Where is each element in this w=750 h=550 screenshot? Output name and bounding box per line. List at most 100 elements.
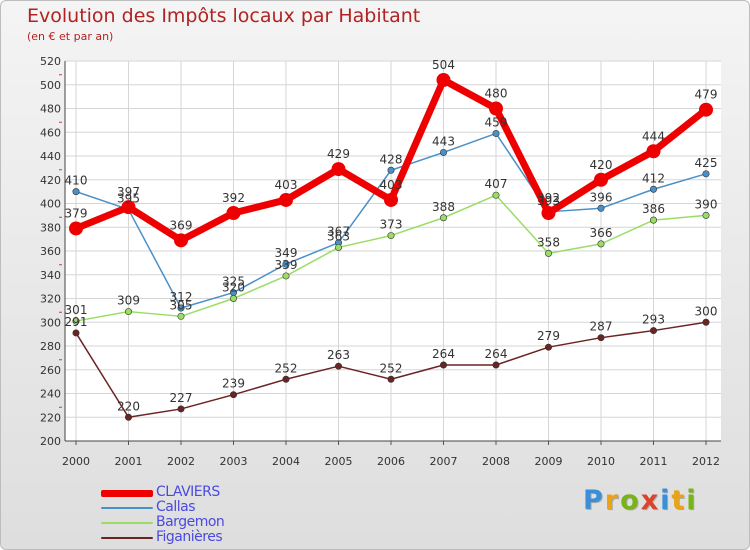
legend-label-bargemon: Bargemon <box>156 514 225 530</box>
data-point-figani-res <box>230 391 238 399</box>
data-point-bargemon <box>230 294 238 302</box>
data-point-claviers <box>331 162 346 177</box>
data-label-figani-res: 293 <box>642 313 665 327</box>
y-tick-label: 220 <box>40 411 61 424</box>
data-label-claviers: 369 <box>170 218 193 232</box>
data-label-bargemon: 309 <box>117 294 140 308</box>
x-tick-label: 2001 <box>115 455 143 468</box>
data-label-claviers: 429 <box>327 147 350 161</box>
y-tick-label: 400 <box>40 198 61 211</box>
data-label-bargemon: 363 <box>327 229 350 243</box>
data-point-claviers <box>541 206 556 220</box>
x-tick-label: 2006 <box>377 455 405 468</box>
data-label-figani-res: 220 <box>117 399 140 413</box>
data-point-claviers <box>489 101 503 116</box>
data-label-claviers: 392 <box>537 191 560 205</box>
logo-letter: r <box>604 485 621 516</box>
data-point-figani-res <box>125 413 133 421</box>
data-label-figani-res: 291 <box>65 315 88 329</box>
data-point-figani-res <box>387 375 395 383</box>
y-tick-label: 200 <box>40 435 61 448</box>
data-point-callas <box>72 188 80 196</box>
data-label-callas: 312 <box>170 290 193 304</box>
y-tick-label: 260 <box>40 364 61 377</box>
data-label-claviers: 403 <box>380 178 403 192</box>
legend-swatch-figani-res <box>101 537 153 539</box>
data-label-callas: 396 <box>590 190 613 204</box>
logo-letter: o <box>620 485 641 516</box>
data-label-callas: 410 <box>65 174 88 188</box>
chart-title: Evolution des Impôts locaux par Habitant <box>27 5 421 27</box>
data-label-figani-res: 264 <box>432 347 455 361</box>
data-label-figani-res: 252 <box>275 361 298 375</box>
data-label-figani-res: 227 <box>170 391 193 405</box>
y-tick-label: 520 <box>40 55 61 68</box>
data-label-bargemon: 373 <box>380 218 403 232</box>
data-point-callas <box>177 304 185 312</box>
logo-letter: i <box>686 485 698 516</box>
data-point-callas <box>439 148 447 156</box>
data-point-bargemon <box>387 232 395 240</box>
data-point-bargemon <box>334 243 342 251</box>
data-point-claviers <box>699 102 713 117</box>
data-label-figani-res: 239 <box>222 377 245 391</box>
logo-letter: i <box>660 485 672 516</box>
data-point-figani-res <box>439 361 447 369</box>
data-point-claviers <box>436 73 451 87</box>
data-label-bargemon: 320 <box>222 281 245 295</box>
y-tick-label: 240 <box>40 388 61 401</box>
data-label-callas: 349 <box>275 246 298 260</box>
data-label-claviers: 444 <box>642 129 665 143</box>
x-tick-label: 2008 <box>482 455 510 468</box>
data-label-claviers: 479 <box>695 88 718 102</box>
data-point-callas <box>649 185 657 193</box>
data-label-claviers: 480 <box>485 87 508 101</box>
logo-letter: x <box>640 485 661 516</box>
y-tick-label: 340 <box>40 269 61 282</box>
legend-item-callas: Callas <box>101 500 341 515</box>
data-point-bargemon <box>177 312 185 320</box>
data-label-bargemon: 407 <box>485 177 508 191</box>
data-label-callas: 393 <box>537 194 560 208</box>
data-label-figani-res: 263 <box>327 348 350 362</box>
data-label-callas: 412 <box>642 171 665 185</box>
data-label-figani-res: 264 <box>485 347 508 361</box>
legend-label-claviers: CLAVIERS <box>156 484 220 500</box>
data-point-claviers <box>174 233 188 248</box>
y-tick-label: 420 <box>40 174 61 187</box>
data-point-callas <box>387 166 395 174</box>
x-tick-label: 2002 <box>167 455 195 468</box>
y-tick-label: 320 <box>40 293 61 306</box>
legend-label-callas: Callas <box>156 499 196 515</box>
x-tick-label: 2005 <box>325 455 353 468</box>
data-point-claviers <box>121 200 136 215</box>
data-point-bargemon <box>282 272 290 280</box>
chart-subtitle: (en € et par an) <box>27 30 114 43</box>
data-point-claviers <box>646 144 661 159</box>
y-tick-label: 460 <box>40 126 61 139</box>
data-label-claviers: 403 <box>275 178 298 192</box>
legend-swatch-bargemon <box>101 522 153 524</box>
x-tick-label: 2011 <box>640 455 668 468</box>
data-point-claviers <box>69 221 83 236</box>
data-point-bargemon <box>702 211 710 219</box>
data-point-bargemon <box>649 216 657 224</box>
data-label-bargemon: 366 <box>590 226 613 240</box>
legend-item-claviers: CLAVIERS <box>101 485 341 500</box>
legend-swatch-claviers <box>101 490 153 497</box>
y-tick-label: 360 <box>40 245 61 258</box>
data-point-claviers <box>226 206 241 220</box>
y-tick-label: 440 <box>40 150 61 163</box>
data-point-figani-res <box>282 375 290 383</box>
data-point-figani-res <box>702 318 710 326</box>
data-point-callas <box>492 129 500 137</box>
y-tick-label: 280 <box>40 340 61 353</box>
data-label-claviers: 379 <box>65 206 88 220</box>
y-tick-label: 480 <box>40 103 61 116</box>
data-point-figani-res <box>544 343 552 351</box>
data-point-claviers <box>594 172 608 187</box>
data-label-bargemon: 301 <box>65 303 88 317</box>
data-point-bargemon <box>72 317 80 325</box>
data-label-bargemon: 390 <box>695 197 718 211</box>
x-tick-label: 2009 <box>535 455 563 468</box>
